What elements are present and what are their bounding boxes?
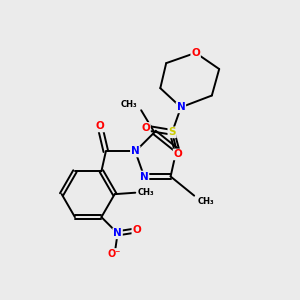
- Text: N: N: [113, 228, 122, 238]
- Text: N: N: [140, 172, 148, 182]
- Text: CH₃: CH₃: [198, 197, 214, 206]
- Text: O: O: [174, 149, 182, 159]
- Text: N: N: [131, 146, 140, 157]
- Text: O: O: [191, 48, 200, 58]
- Text: O: O: [96, 122, 104, 131]
- Text: O: O: [132, 225, 141, 236]
- Text: S: S: [168, 127, 176, 137]
- Text: CH₃: CH₃: [138, 188, 154, 197]
- Text: O: O: [141, 123, 150, 133]
- Text: CH₃: CH₃: [121, 100, 138, 109]
- Text: O⁻: O⁻: [108, 249, 122, 259]
- Text: N: N: [176, 102, 185, 112]
